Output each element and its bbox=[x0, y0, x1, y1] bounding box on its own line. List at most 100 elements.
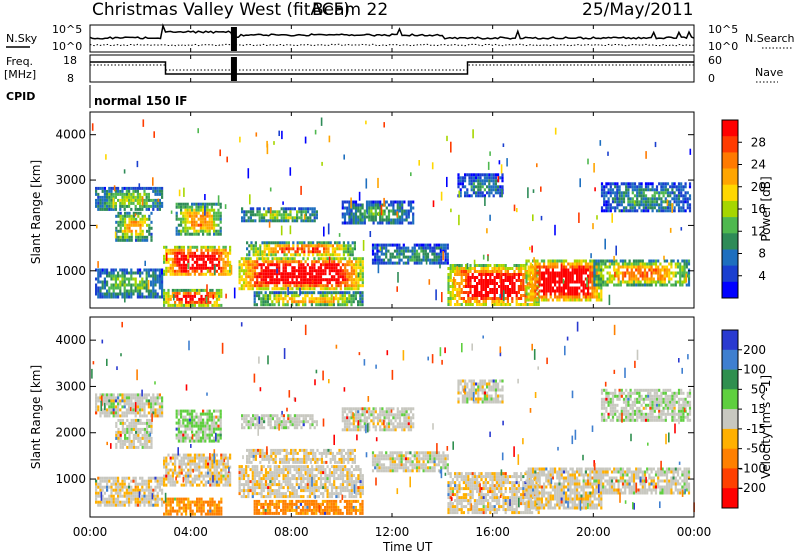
echo-cell bbox=[302, 281, 305, 285]
echo-cell bbox=[657, 259, 660, 263]
echo-cell bbox=[182, 205, 185, 209]
echo-cell bbox=[293, 284, 296, 288]
echo-cell bbox=[184, 202, 187, 206]
echo-cell bbox=[458, 264, 461, 267]
echo-point bbox=[383, 122, 385, 128]
echo-cell bbox=[621, 277, 625, 281]
echo-cell bbox=[132, 479, 135, 483]
echo-cell bbox=[271, 260, 274, 264]
echo-cell bbox=[343, 221, 347, 225]
echo-cell bbox=[147, 289, 150, 293]
echo-cell bbox=[134, 280, 137, 284]
echo-cell bbox=[264, 300, 267, 304]
echo-cell bbox=[454, 273, 457, 276]
echo-cell bbox=[278, 219, 281, 223]
echo-cell bbox=[637, 283, 640, 287]
echo-cell bbox=[374, 218, 377, 222]
echo-cell bbox=[161, 500, 164, 504]
echo-cell bbox=[267, 269, 270, 273]
echo-cell bbox=[130, 442, 133, 446]
echo-cell bbox=[465, 270, 468, 273]
echo-cell bbox=[252, 247, 255, 251]
echo-cell bbox=[121, 411, 124, 415]
echo-cell bbox=[154, 485, 157, 489]
echo-cell bbox=[115, 214, 118, 218]
echo-cell bbox=[500, 294, 503, 297]
echo-cell bbox=[337, 303, 340, 307]
echo-cell bbox=[158, 476, 161, 480]
echo-cell bbox=[560, 259, 563, 263]
echo-cell bbox=[387, 258, 390, 262]
echo-cell bbox=[297, 281, 301, 285]
echo-cell bbox=[638, 203, 641, 207]
echo-cell bbox=[112, 268, 115, 272]
echo-cell bbox=[534, 298, 537, 302]
echo-cell bbox=[522, 279, 525, 282]
echo-cell bbox=[271, 275, 274, 279]
echo-cell bbox=[289, 216, 292, 220]
echo-cell bbox=[139, 482, 142, 486]
echo-cell bbox=[630, 265, 633, 269]
echo-cell bbox=[567, 292, 570, 296]
echo-cell bbox=[319, 263, 323, 267]
echo-cell bbox=[132, 488, 135, 492]
echo-cell bbox=[653, 200, 656, 204]
echo-cell bbox=[338, 244, 341, 248]
echo-cell bbox=[551, 262, 554, 266]
echo-cell bbox=[597, 277, 600, 281]
echo-cell bbox=[141, 235, 144, 239]
echo-cell bbox=[137, 232, 140, 236]
echo-cell bbox=[251, 266, 254, 270]
echo-cell bbox=[349, 253, 352, 257]
echo-cell bbox=[620, 209, 623, 213]
echo-cell bbox=[167, 266, 170, 270]
echo-cell bbox=[213, 300, 216, 304]
y-tick-label: 1000 bbox=[55, 264, 86, 278]
echo-cell bbox=[110, 488, 113, 492]
echo-cell bbox=[602, 262, 605, 266]
echo-point bbox=[501, 189, 503, 198]
echo-cell bbox=[121, 418, 124, 422]
echo-cell bbox=[311, 278, 314, 282]
echo-cell bbox=[198, 297, 201, 301]
echo-cell bbox=[280, 260, 283, 264]
echo-cell bbox=[119, 207, 122, 211]
echo-cell bbox=[117, 430, 120, 434]
echo-cell bbox=[538, 295, 541, 299]
echo-cell bbox=[424, 246, 427, 250]
echo-cell bbox=[684, 185, 687, 189]
echo-cell bbox=[506, 267, 509, 270]
echo-cell bbox=[310, 291, 313, 295]
echo-cell bbox=[123, 485, 126, 489]
echo-cell bbox=[630, 262, 633, 266]
echo-cell bbox=[619, 259, 622, 263]
echo-cell bbox=[351, 241, 354, 245]
echo-cell bbox=[238, 287, 241, 291]
echo-cell bbox=[286, 263, 290, 267]
echo-cell bbox=[500, 285, 503, 288]
echo-cell bbox=[339, 281, 342, 285]
echo-cell bbox=[549, 274, 552, 278]
echo-cell bbox=[121, 232, 124, 236]
echo-cell bbox=[490, 185, 493, 189]
echo-cell bbox=[313, 284, 316, 288]
echo-cell bbox=[493, 279, 496, 282]
echo-cell bbox=[219, 214, 222, 218]
echo-point bbox=[587, 158, 589, 165]
echo-cell bbox=[374, 206, 377, 210]
echo-cell bbox=[125, 271, 128, 275]
echo-cell bbox=[134, 479, 137, 483]
echo-cell bbox=[506, 294, 509, 297]
echo-cell bbox=[576, 286, 579, 290]
echo-cell bbox=[185, 254, 188, 258]
echo-cell bbox=[665, 259, 669, 263]
echo-cell bbox=[188, 214, 191, 218]
echo-cell bbox=[178, 303, 181, 307]
echo-cell bbox=[545, 268, 548, 272]
echo-cell bbox=[576, 292, 579, 296]
echo-cell bbox=[311, 272, 314, 276]
echo-point bbox=[428, 279, 431, 285]
echo-cell bbox=[378, 261, 381, 265]
echo-cell bbox=[614, 182, 617, 186]
echo-cell bbox=[655, 209, 659, 213]
